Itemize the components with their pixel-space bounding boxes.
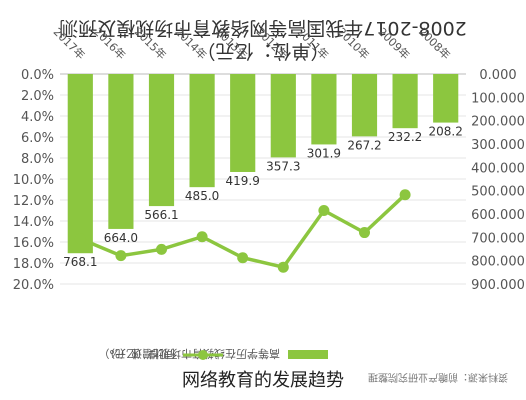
chart-subtitle: （单位：亿元） xyxy=(196,40,329,62)
legend-line-label: 同比增速（%） xyxy=(99,347,175,361)
bar-value-label: 267.2 xyxy=(347,138,381,152)
left-axis-tick-label: 12.0% xyxy=(13,194,54,209)
bar-value-label: 485.0 xyxy=(185,189,219,203)
bar-value-label: 419.9 xyxy=(226,174,260,188)
bar-value-label: 208.2 xyxy=(429,125,463,139)
left-axis-tick-label: 2.0% xyxy=(21,89,54,104)
right-axis-tick-label: 800.000 xyxy=(471,255,525,270)
bar-value-label: 357.3 xyxy=(266,159,300,173)
right-axis-tick-label: 200.000 xyxy=(471,115,525,130)
bar xyxy=(148,74,175,207)
source-note: 资料来源：前瞻产业研究院整理 xyxy=(368,371,508,384)
bar xyxy=(67,74,93,254)
bar xyxy=(108,74,134,229)
bar-value-label: 232.2 xyxy=(388,130,422,144)
left-axis-tick-label: 4.0% xyxy=(21,110,54,125)
bar-value-label: 768.1 xyxy=(63,255,97,269)
chart-title-group: 2008-2017年我国高等网络教育市场规模及预测 （单位：亿元） xyxy=(59,17,467,62)
right-axis-tick-label: 500.000 xyxy=(471,185,525,200)
bar-value-labels: 208.2 232.2 267.2 301.9 357.3 419.9 485.0 566.1… xyxy=(63,125,463,270)
chart-title: 2008-2017年我国高等网络教育市场规模及预测 xyxy=(59,17,467,39)
growth-rate-point xyxy=(359,227,370,239)
growth-rate-point xyxy=(318,205,330,216)
left-axis-tick-label: 14.0% xyxy=(13,215,54,230)
bar-value-label: 566.1 xyxy=(144,208,178,222)
right-axis-tick-label: 400.000 xyxy=(471,161,525,176)
page-caption: 网络教育的发展趋势 xyxy=(182,370,344,391)
bar xyxy=(270,74,296,158)
left-axis-tick-label: 0.0% xyxy=(21,68,54,83)
right-axis-tick-label: 700.000 xyxy=(471,231,525,246)
right-axis-ticks: 0.000 100.000 200.000 300.000 400.000 500.000… xyxy=(471,68,525,293)
growth-rate-point xyxy=(115,250,127,262)
bar-value-label: 301.9 xyxy=(307,146,341,160)
right-axis-tick-label: 300.000 xyxy=(471,138,525,153)
left-axis-tick-label: 8.0% xyxy=(21,152,54,167)
bar xyxy=(189,74,215,188)
growth-rate-points xyxy=(74,189,411,273)
left-axis-tick-label: 16.0% xyxy=(13,236,54,251)
growth-rate-point xyxy=(237,252,249,264)
bar xyxy=(230,74,256,172)
left-axis-tick-label: 6.0% xyxy=(21,131,54,146)
legend-bar-swatch xyxy=(288,350,328,359)
legend-line-marker xyxy=(198,350,208,360)
bar xyxy=(392,74,418,129)
growth-rate-point xyxy=(399,189,411,201)
growth-rate-point xyxy=(156,243,167,255)
right-axis-tick-label: 0.000 xyxy=(479,68,516,83)
bar-series xyxy=(67,74,459,254)
right-axis-tick-label: 900.000 xyxy=(471,278,525,293)
growth-rate-point xyxy=(74,233,86,245)
bar xyxy=(311,74,337,145)
left-axis-ticks: 0.0% 2.0% 4.0% 6.0% 8.0% 10.0% 12.0% 14.0% 16.0%… xyxy=(13,68,54,293)
left-axis-tick-label: 18.0% xyxy=(13,257,54,272)
bar xyxy=(351,74,378,137)
right-axis-tick-label: 600.000 xyxy=(471,208,525,223)
left-axis-tick-label: 10.0% xyxy=(13,173,54,188)
growth-rate-point xyxy=(196,231,208,243)
right-axis-tick-label: 100.000 xyxy=(471,91,525,106)
left-axis-tick-label: 20.0% xyxy=(13,278,54,293)
bar-value-label: 664.0 xyxy=(104,231,138,245)
growth-rate-point xyxy=(277,261,289,273)
chart-legend: 高等学历在线教育市场规模（亿元） 同比增速（%） xyxy=(99,347,328,361)
bar xyxy=(433,74,459,123)
